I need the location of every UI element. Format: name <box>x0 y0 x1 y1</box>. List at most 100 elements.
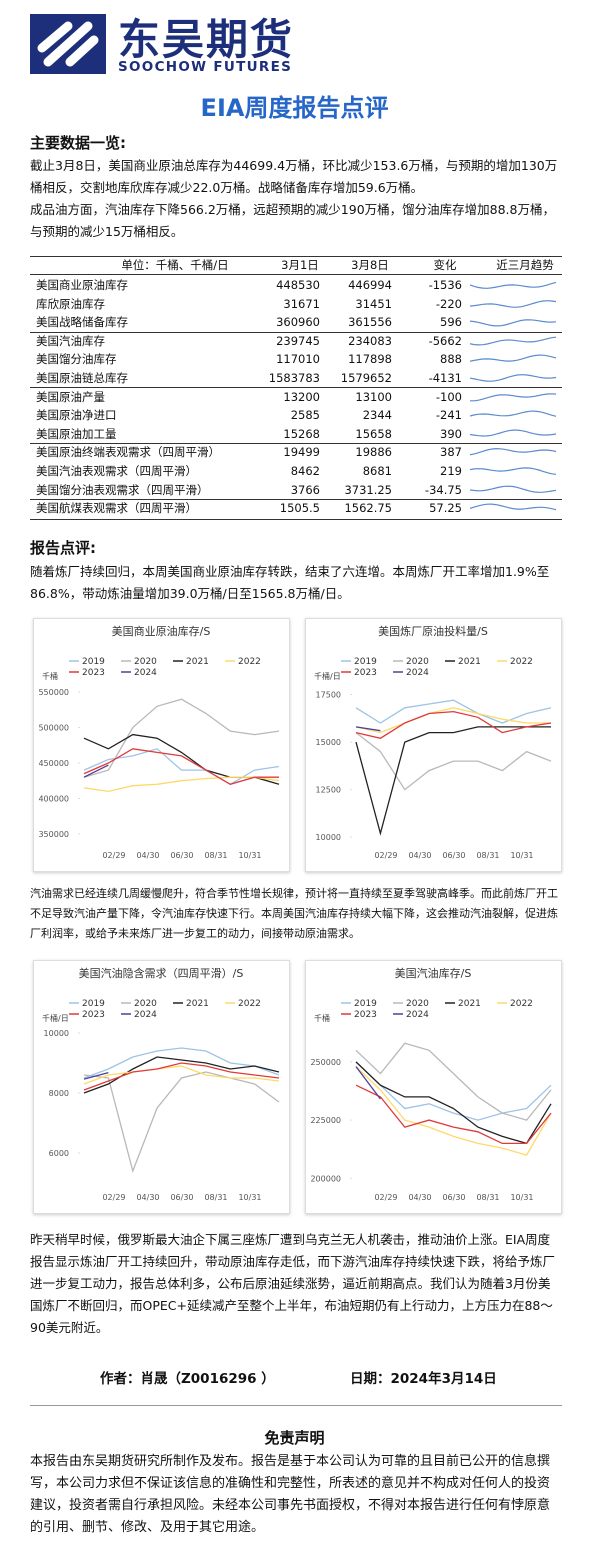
paragraph: 随着炼厂持续回归，本周美国商业原油库存转跌，结束了六连增。本周炼厂开工率增加1.… <box>30 564 550 601</box>
sparkline <box>470 467 557 475</box>
table-cell: -241 <box>435 408 462 423</box>
table-cell: 美国原油净进口 <box>36 408 117 423</box>
table-cell: 8681 <box>362 464 392 478</box>
sparkline <box>470 281 557 289</box>
chart-title: 美国汽油隐含需求（四周平滑）/S <box>79 966 244 980</box>
sparkline <box>470 410 557 418</box>
logo-text: 东吴期货 <box>118 15 295 64</box>
x-tick-label: 08/31 <box>204 851 227 860</box>
column-header: 3月8日 <box>351 258 389 272</box>
series-line <box>355 1061 552 1121</box>
x-tick-label: 04/30 <box>136 1193 159 1202</box>
chart-card: 美国汽油隐含需求（四周平滑）/S 2019 2020 2021 2022 2023 2024… <box>33 960 290 1214</box>
series-line <box>83 1071 109 1080</box>
series-line <box>355 1042 552 1121</box>
sparkline <box>470 448 557 456</box>
paragraph: 截止3月8日，美国商业原油总库存为44699.4万桶，环比减少153.6万桶，与… <box>30 158 558 195</box>
table-row: 美国原油链总库存 1583783 1579652 -4131 <box>30 369 562 388</box>
chart-card: 美国炼厂原油投料量/S 2019 2020 2021 2022 2023 2024 千桶/日 1… <box>305 618 562 872</box>
table-cell: 387 <box>440 445 462 460</box>
table-row: 美国原油终端表观需求（四周平滑） 19499 19886 387 <box>30 443 562 462</box>
table-row: 美国原油净进口 2585 2344 -241 <box>30 406 562 425</box>
table-row: 美国商业原油库存 448530 446994 -1536 <box>30 276 562 295</box>
legend-label: 2023 <box>82 668 105 678</box>
y-tick-label: 6000 <box>49 1149 69 1158</box>
chart: 美国炼厂原油投料量/S 2019 2020 2021 2022 2023 2024 千桶/日 1… <box>314 624 552 860</box>
axis-unit: 千桶 <box>42 671 58 681</box>
sparkline <box>470 299 557 308</box>
legend-label: 2021 <box>458 657 481 667</box>
sparkline <box>470 336 557 346</box>
chart: 美国商业原油库存/S 2019 2020 2021 2022 2023 2024 千桶 3500… <box>38 624 280 860</box>
sparkline-path <box>470 281 557 289</box>
table-cell: 117010 <box>276 352 320 367</box>
table-cell: 596 <box>440 315 462 330</box>
series-line <box>355 732 552 791</box>
sparkline <box>470 319 557 327</box>
column-header: 近三月趋势 <box>496 258 554 272</box>
disclaimer-heading: 免责声明 <box>264 1429 325 1447</box>
table-cell: 15658 <box>355 426 392 441</box>
sparkline <box>470 485 557 493</box>
y-tick-label: 500000 <box>38 724 69 733</box>
chart-title: 美国商业原油库存/S <box>112 624 211 638</box>
column-header: 3月1日 <box>281 258 319 272</box>
table-cell: 57.25 <box>429 501 462 516</box>
legend-label: 2020 <box>134 999 157 1009</box>
table-rule <box>30 387 562 389</box>
y-tick-label: 450000 <box>38 759 69 768</box>
series-line <box>83 1047 280 1079</box>
legend-label: 2021 <box>186 657 209 667</box>
table-cell: 美国汽油表观需求（四周平滑） <box>36 464 197 478</box>
x-tick-label: 10/31 <box>238 851 261 860</box>
sparkline-path <box>470 392 557 401</box>
table-cell: 888 <box>440 352 462 367</box>
table-cell: 美国航煤表观需求（四周平滑） <box>36 501 197 516</box>
chart: 美国汽油库存/S 2019 2020 2021 2022 2023 2024 千桶 200000… <box>310 966 552 1202</box>
sparkline-path <box>470 354 557 363</box>
legend-label: 2023 <box>354 668 377 678</box>
table-row: 美国战略储备库存 360960 361556 596 <box>30 313 562 332</box>
series-line <box>355 707 551 734</box>
series-line <box>83 776 280 793</box>
series-line <box>83 764 109 778</box>
table-cell: -34.75 <box>424 482 462 497</box>
logo-subtext: SOOCHOW FUTURES <box>118 59 293 75</box>
sparkline <box>470 374 557 382</box>
x-tick-label: 08/31 <box>204 1193 227 1202</box>
x-tick-label: 02/29 <box>102 1193 125 1202</box>
sparkline-path <box>470 336 557 346</box>
chart-title: 美国炼厂原油投料量/S <box>378 624 488 638</box>
axis-unit: 千桶 <box>314 1013 330 1023</box>
legend-label: 2020 <box>134 657 157 667</box>
table-cell: 8462 <box>290 464 320 478</box>
x-tick-label: 04/30 <box>408 851 431 860</box>
table-cell: 448530 <box>276 278 320 292</box>
table-cell: 库欣原油库存 <box>36 296 105 311</box>
disclaimer: 本报告由东吴期货研究所制作及发布。报告是基于本公司认为可靠的且目前已公开的信息撰… <box>30 1454 551 1535</box>
series-line <box>355 1084 552 1145</box>
table-header: 单位：千桶、千桶/日 3月1日 3月8日 变化 近三月趋势 <box>30 256 562 275</box>
series-line <box>355 726 551 836</box>
series-line <box>355 699 552 724</box>
table-cell: 13100 <box>355 389 392 404</box>
series-line <box>355 1066 552 1156</box>
table-cell: 219 <box>440 464 462 478</box>
logo-icon <box>30 14 106 74</box>
divider <box>30 1405 562 1406</box>
table-cell: -5662 <box>428 333 462 348</box>
table-cell: 239745 <box>276 333 320 348</box>
table-rule <box>30 443 562 445</box>
table-cell: 美国原油链总库存 <box>36 371 128 385</box>
sparkline <box>470 429 557 437</box>
column-header: 变化 <box>433 258 457 272</box>
table-cell: 美国商业原油库存 <box>36 278 128 292</box>
table-rule <box>30 331 562 333</box>
table-cell: -220 <box>435 296 462 311</box>
sparkline-path <box>470 448 557 456</box>
table-cell: 3766 <box>290 482 320 497</box>
series-line <box>83 1062 280 1091</box>
y-tick-label: 250000 <box>310 1058 341 1067</box>
legend-label: 2022 <box>238 999 261 1009</box>
chart-title: 美国汽油库存/S <box>395 966 472 980</box>
